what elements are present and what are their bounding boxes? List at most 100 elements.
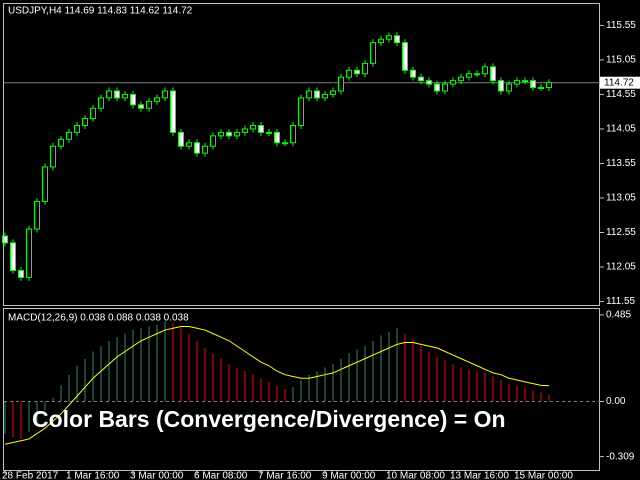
candle-body [202,145,208,154]
candle-body [114,90,120,99]
x-tick-label: 9 Mar 00:00 [322,471,376,480]
current-price-box [600,76,640,89]
candle-body [370,42,376,64]
price-pane [3,3,600,306]
candle-body [482,66,488,75]
x-tick-label: 15 Mar 00:00 [514,471,573,480]
y-tick-label: 113.55 [606,158,636,169]
candle-body [154,97,160,102]
x-tick-label: 6 Mar 08:00 [194,471,248,480]
candle-body [402,42,408,71]
candle-body [2,235,8,244]
candle-body [338,76,344,92]
candle-body [10,242,16,271]
candle-body [106,90,112,99]
chart-title: USDJPY,H4 114.69 114.83 114.62 114.72 [8,6,193,17]
candle-body [442,83,448,92]
candle-body [418,76,424,82]
candle-body [354,69,360,75]
candle-body [274,131,280,144]
candle-body [218,131,224,137]
candle-body [434,83,440,92]
candle-body [378,38,384,44]
x-tick-label: 1 Mar 16:00 [66,471,120,480]
x-tick-label: 3 Mar 00:00 [130,471,184,480]
candle-body [42,166,48,202]
candle-body [226,131,232,137]
candle-body [122,93,128,99]
candle-body [50,145,56,168]
y-tick-label: -0.309 [606,451,635,462]
candle-body [514,80,520,85]
current-price-label: 114.72 [604,77,634,88]
candle-body [266,131,272,134]
y-tick-label: 112.55 [606,227,636,238]
candle-body [242,128,248,133]
y-tick-label: 0.485 [606,310,631,321]
candle-body [538,87,544,90]
candle-body [34,200,40,230]
candle-body [306,90,312,99]
y-tick-label: 113.05 [606,193,636,204]
candle-body [234,131,240,137]
candle-body [210,135,216,147]
candle-body [410,69,416,78]
candle-body [170,90,176,133]
candle-body [474,73,480,76]
candle-body [394,35,400,44]
x-tick-label: 13 Mar 16:00 [450,471,509,480]
candle-body [298,97,304,127]
x-tick-label: 28 Feb 2017 [2,471,59,480]
y-tick-label: 0.00 [606,396,626,407]
marks [2,32,600,445]
y-tick-label: 114.05 [606,124,636,135]
candle-body [458,76,464,82]
x-tick-label: 7 Mar 16:00 [258,471,312,480]
y-tick-label: 112.05 [606,262,636,273]
candle-body [186,142,192,147]
y-tick-label: 114.55 [606,89,636,100]
candle-body [66,131,72,140]
candle-body [322,93,328,99]
candle-body [282,142,288,145]
annotation: Color Bars (Convergence/Divergence) = On [32,406,506,432]
signal-line [4,325,550,445]
candle-body [498,80,504,92]
candle-body [18,269,24,278]
candle-body [250,125,256,130]
candle-body [362,62,368,75]
candle-body [90,107,96,120]
macd-pane [3,308,600,471]
candle-body [290,125,296,144]
candle-body [178,131,184,147]
candle-body [138,104,144,109]
candle-body [74,125,80,133]
macd-title: MACD(12,26,9) 0.038 0.088 0.038 0.038 [8,313,189,324]
candle-body [490,66,496,82]
candle-body [146,100,152,109]
candle-body [506,83,512,92]
candle-body [314,90,320,99]
candle-body [386,35,392,40]
candle-body [194,142,200,154]
candle-body [466,73,472,78]
candle-body [530,80,536,89]
candle-body [522,80,528,83]
candle-body [546,82,552,89]
candle-body [426,80,432,85]
candle-body [130,93,136,106]
candle-body [450,80,456,85]
candle-body [58,138,64,147]
candle-body [26,228,32,278]
candle-body [98,97,104,109]
x-tick-label: 10 Mar 08:00 [386,471,445,480]
candle-body [346,69,352,78]
candle-body [162,90,168,99]
y-tick-label: 115.05 [606,55,636,66]
y-tick-label: 115.55 [606,20,636,31]
y-tick-label: 111.55 [606,296,636,307]
candle-body [82,118,88,127]
candle-body [330,90,336,95]
